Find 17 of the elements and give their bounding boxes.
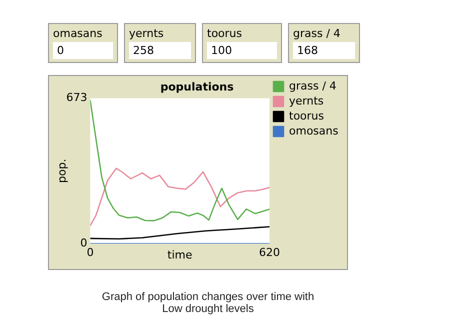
x-tick-label: 620	[259, 246, 280, 260]
category-label: yernts	[129, 27, 165, 40]
y-tick-label: 673	[66, 91, 88, 104]
legend-label: grass / 4	[289, 79, 336, 92]
chart-title: populations	[160, 80, 234, 94]
legend-label: yernts	[289, 94, 324, 108]
text: Graph of population changes over time with Low drought levels	[100, 291, 316, 315]
y-axis-title: pop.	[55, 158, 68, 183]
legend-label: toorus	[289, 109, 324, 122]
data-label: 100	[207, 42, 277, 59]
category-label: grass / 4	[293, 27, 342, 40]
category-label: omasans	[53, 27, 104, 40]
category-label: toorus	[207, 27, 243, 40]
data-label: 168	[293, 42, 355, 59]
legend-label: omosans	[289, 124, 339, 138]
data-label: 258	[129, 42, 191, 59]
x-axis-title: time	[167, 248, 193, 262]
